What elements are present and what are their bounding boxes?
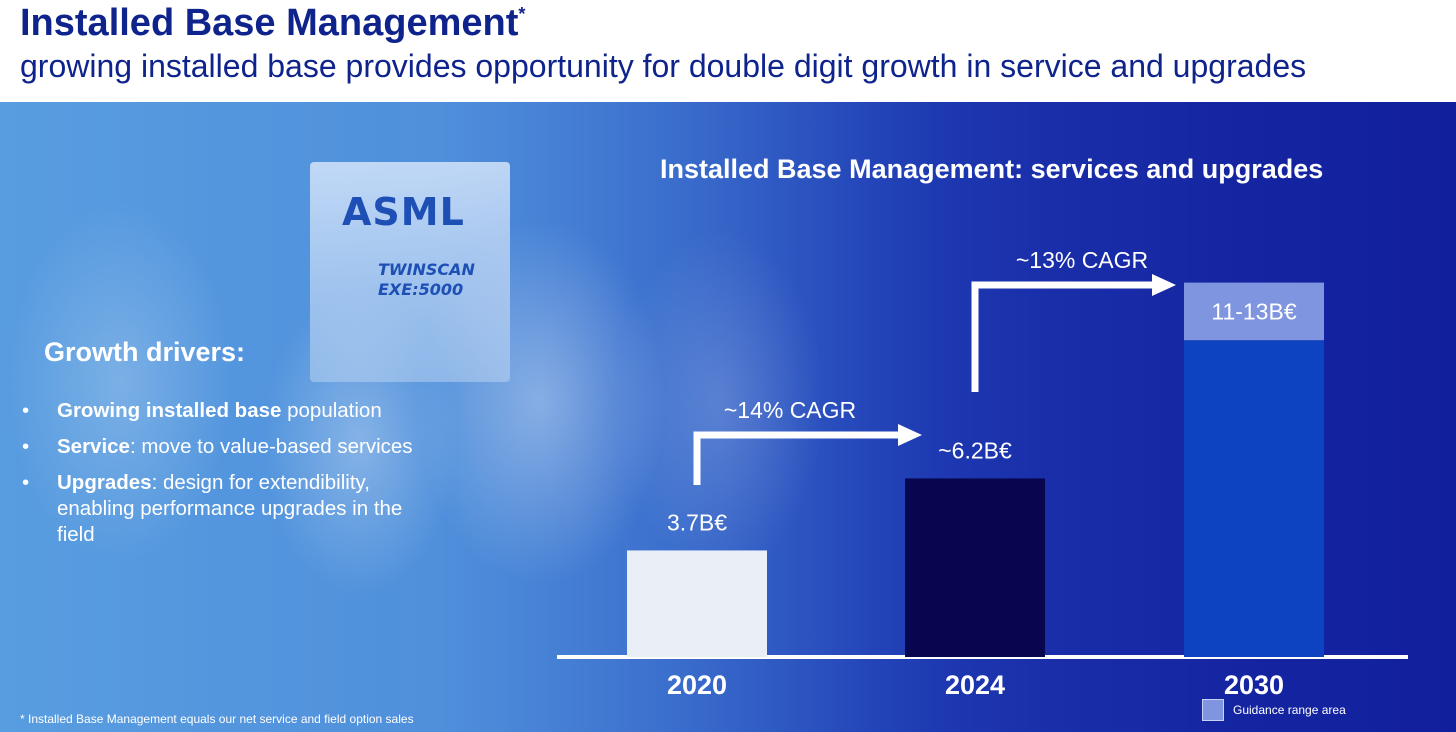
- range-bar-2030: [1184, 282, 1324, 341]
- cagr-arrow-line-2: [971, 281, 1154, 392]
- bar-2020: [627, 550, 767, 657]
- cagr-label-2: ~13% CAGR: [1016, 247, 1148, 273]
- cagr-label-1: ~14% CAGR: [724, 397, 856, 423]
- hero-panel: ASML TWINSCAN EXE:5000 Growth drivers: •…: [0, 102, 1456, 732]
- data-label-2030: 11-13B€: [1211, 298, 1296, 324]
- list-item: • Upgrades: design for extendibility, ena…: [22, 471, 403, 546]
- bar-2030: [1184, 340, 1324, 657]
- data-label-2024: ~6.2B€: [938, 437, 1012, 463]
- legend-label: Guidance range area: [1233, 703, 1346, 717]
- bar-chart: 3.7B€ 2020 ~6.2B€ 2024 11-13B€ 2030 ~14% CAGR ~…: [557, 247, 1408, 700]
- slide-title: Installed Base Management*: [20, 2, 526, 44]
- footnote-mark: *: [518, 4, 526, 24]
- x-tick-label-2020: 2020: [667, 670, 727, 700]
- footnote: * Installed Base Management equals our n…: [20, 712, 414, 726]
- cagr-arrow-head-2: [1152, 274, 1176, 296]
- slide-subtitle: growing installed base provides opportun…: [20, 48, 1307, 84]
- chart-title: Installed Base Management: services and …: [660, 154, 1324, 184]
- cagr-arrow-line-1: [693, 431, 900, 485]
- growth-drivers-title: Growth drivers:: [44, 337, 246, 367]
- list-item: • Service: move to value-based services: [22, 435, 413, 458]
- data-label-2020: 3.7B€: [667, 509, 727, 535]
- bar-2024: [905, 478, 1045, 657]
- x-tick-label-2030: 2030: [1224, 670, 1284, 700]
- machine-model-label: TWINSCAN EXE:5000: [378, 260, 475, 299]
- slide-header: Installed Base Management* growing insta…: [0, 0, 1456, 102]
- x-tick-label-2024: 2024: [945, 670, 1005, 700]
- machine-panel: [310, 162, 510, 382]
- list-item: • Growing installed base population: [22, 399, 382, 422]
- cagr-arrow-head-1: [898, 424, 922, 446]
- growth-drivers-list: • Growing installed base population • Serv…: [22, 398, 422, 558]
- asml-logo: ASML: [342, 190, 465, 234]
- legend-swatch: [1202, 699, 1224, 721]
